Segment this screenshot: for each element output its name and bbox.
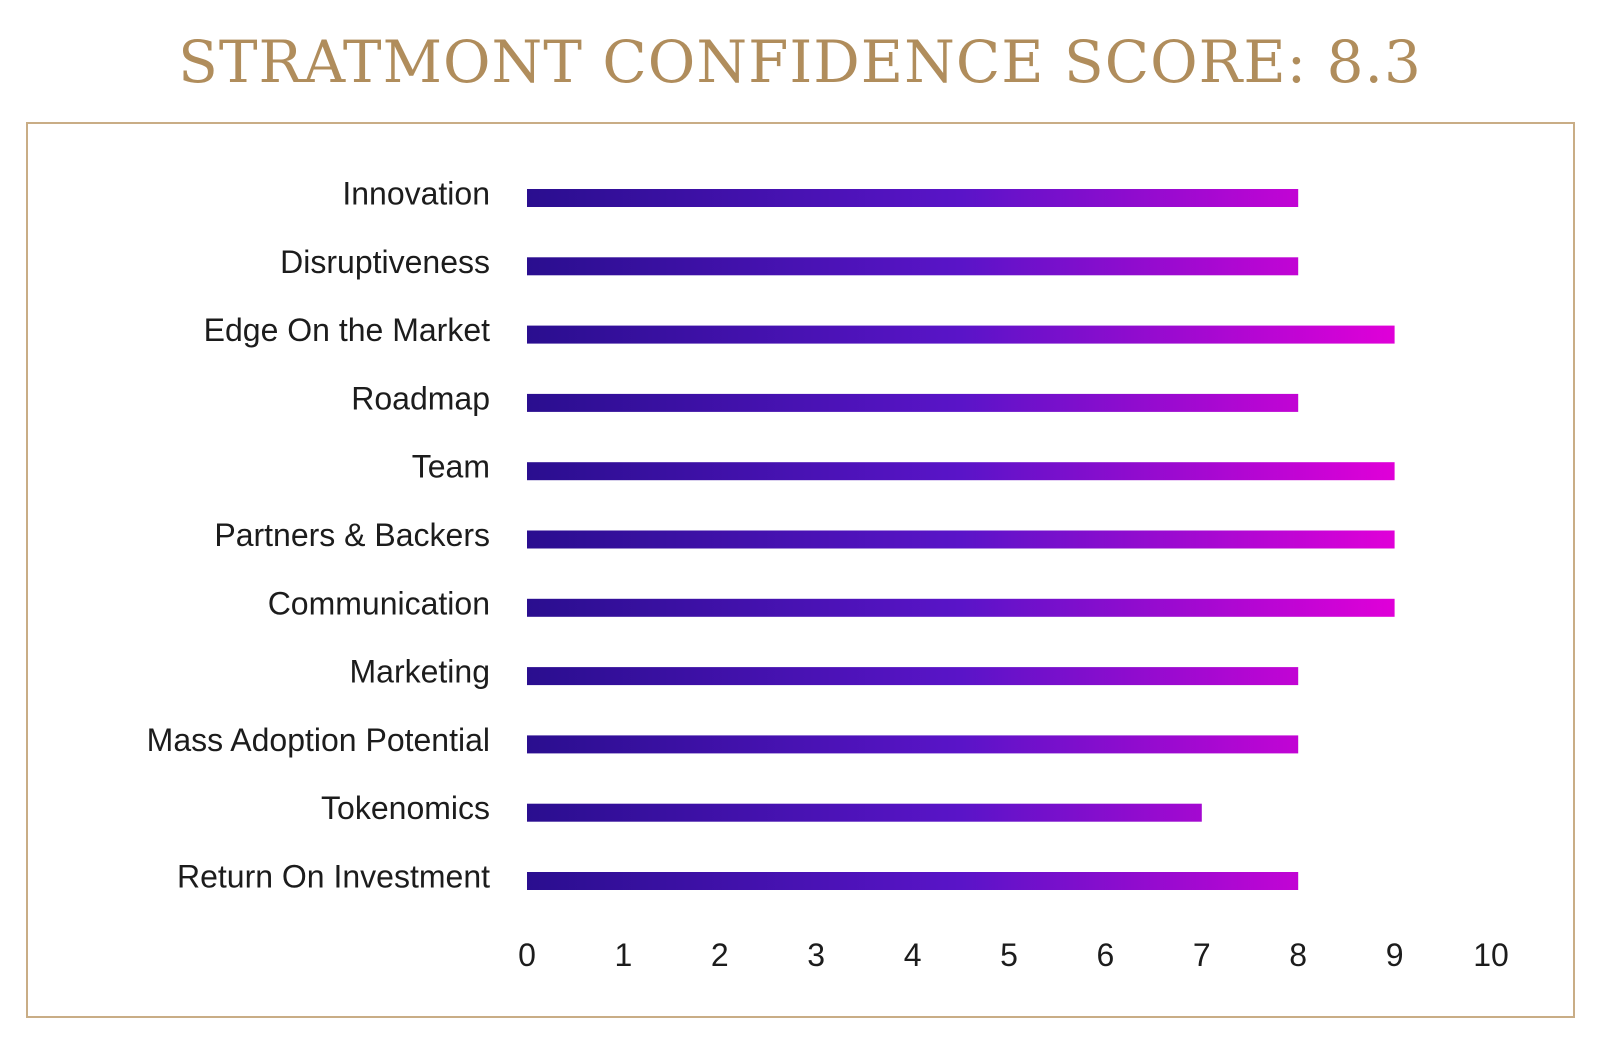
bar-roadmap bbox=[527, 393, 1299, 412]
category-label-disruptiveness: Disruptiveness bbox=[280, 244, 490, 280]
bar-disruptiveness bbox=[527, 257, 1299, 276]
bar-marketing bbox=[527, 667, 1299, 686]
category-label-innovation: Innovation bbox=[342, 175, 490, 211]
x-tick-9: 9 bbox=[1386, 937, 1404, 973]
x-axis-tick-labels: 0 1 2 3 4 5 6 7 8 9 10 bbox=[518, 937, 1509, 973]
category-label-roadmap: Roadmap bbox=[351, 380, 490, 416]
chart-frame bbox=[26, 122, 1575, 1018]
category-label-edge-on-the-market: Edge On the Market bbox=[204, 312, 490, 348]
x-tick-1: 1 bbox=[615, 937, 633, 973]
x-tick-2: 2 bbox=[711, 937, 729, 973]
bar-innovation bbox=[527, 189, 1299, 207]
category-label-communication: Communication bbox=[268, 585, 490, 621]
x-tick-6: 6 bbox=[1097, 937, 1115, 973]
x-tick-5: 5 bbox=[1000, 937, 1018, 973]
x-tick-8: 8 bbox=[1289, 937, 1307, 973]
x-tick-3: 3 bbox=[807, 937, 825, 973]
category-label-return-on-investment: Return On Investment bbox=[177, 858, 490, 894]
x-tick-0: 0 bbox=[518, 937, 536, 973]
bar-return-on-investment bbox=[527, 872, 1299, 890]
category-labels: Innovation Disruptiveness Edge On the Mark… bbox=[147, 175, 490, 894]
x-tick-7: 7 bbox=[1193, 937, 1211, 973]
bar-partners-backers bbox=[527, 530, 1395, 549]
x-tick-4: 4 bbox=[904, 937, 922, 973]
chart-title: STRATMONT CONFIDENCE SCORE: 8.3 bbox=[178, 28, 1422, 96]
bar-communication bbox=[527, 598, 1395, 617]
category-label-marketing: Marketing bbox=[350, 654, 491, 690]
category-label-team: Team bbox=[412, 449, 490, 485]
category-label-partners-backers: Partners & Backers bbox=[214, 517, 490, 553]
bar-tokenomics bbox=[527, 803, 1202, 822]
bar-team bbox=[527, 462, 1395, 481]
bar-edge-on-the-market bbox=[527, 325, 1395, 344]
category-label-tokenomics: Tokenomics bbox=[321, 790, 490, 826]
bars bbox=[527, 189, 1395, 890]
x-tick-10: 10 bbox=[1473, 937, 1509, 973]
bar-mass-adoption-potential bbox=[527, 735, 1299, 754]
category-label-mass-adoption-potential: Mass Adoption Potential bbox=[147, 722, 490, 758]
